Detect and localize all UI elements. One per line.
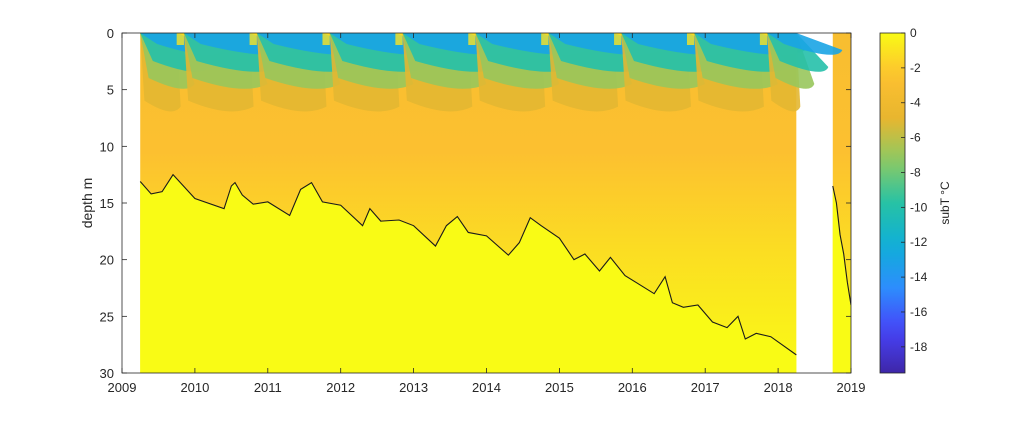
y-axis-label: depth m [79, 178, 95, 229]
x-tick-label: 2013 [399, 380, 428, 395]
y-tick-label: 15 [100, 196, 114, 211]
warm-surface-band [468, 33, 476, 45]
cold-pulse [767, 33, 843, 55]
y-tick-label: 10 [100, 139, 114, 154]
warm-surface-band [249, 33, 257, 45]
colorbar-tick-label: -8 [910, 165, 921, 179]
y-tick-label: 20 [100, 253, 114, 268]
below-line-fill [832, 186, 851, 373]
warm-surface-band [322, 33, 330, 45]
warm-surface-band [759, 33, 768, 45]
x-tick-label: 2014 [472, 380, 501, 395]
colorbar-tick-label: -14 [910, 270, 928, 284]
x-axis: 2009 2010 2011 2012 2013 2014 2015 2016 2017 2018… [108, 33, 866, 395]
x-tick-label: 2017 [691, 380, 720, 395]
colorbar-tick-label: -18 [910, 340, 928, 354]
x-tick-label: 2010 [180, 380, 209, 395]
colorbar-gradient [879, 32, 906, 374]
colorbar: 0 -2 -4 -6 -8 -10 -12 -14 -16 -18 subT °C [879, 26, 952, 374]
colorbar-tick-label: 0 [910, 26, 917, 40]
y-tick-label: 30 [100, 366, 114, 381]
x-tick-label: 2011 [254, 380, 282, 395]
x-tick-label: 2012 [326, 380, 355, 395]
warm-surface-band [686, 33, 695, 45]
x-tick-label: 2016 [618, 380, 647, 395]
warm-surface-band [395, 33, 403, 45]
colorbar-tick-label: -4 [910, 96, 921, 110]
warm-surface-band [614, 33, 622, 45]
colorbar-tick-label: -12 [910, 235, 928, 249]
y-tick-label: 0 [107, 26, 114, 41]
below-line-fill [140, 174, 797, 373]
y-axis: 0 5 10 15 20 25 30 [100, 26, 851, 381]
warm-surface-band [541, 33, 549, 45]
x-tick-label: 2018 [764, 380, 793, 395]
zero-isotherm-line [139, 173, 851, 356]
heatmap [140, 33, 851, 373]
warm-surface-band [176, 33, 184, 45]
x-tick-label: 2009 [108, 380, 137, 395]
y-tick-label: 5 [107, 83, 114, 98]
x-tick-label: 2015 [545, 380, 574, 395]
colorbar-ticks: 0 -2 -4 -6 -8 -10 -12 -14 -16 -18 [901, 26, 928, 354]
series-line [832, 185, 851, 306]
colorbar-tick-label: -6 [910, 131, 921, 145]
colorbar-tick-label: -2 [910, 61, 921, 75]
series-line [139, 173, 797, 356]
x-tick-label: 2019 [837, 380, 866, 395]
colorbar-tick-label: -10 [910, 200, 928, 214]
y-tick-label: 25 [100, 309, 114, 324]
colorbar-tick-label: -16 [910, 305, 928, 319]
colorbar-label: subT °C [938, 181, 952, 225]
